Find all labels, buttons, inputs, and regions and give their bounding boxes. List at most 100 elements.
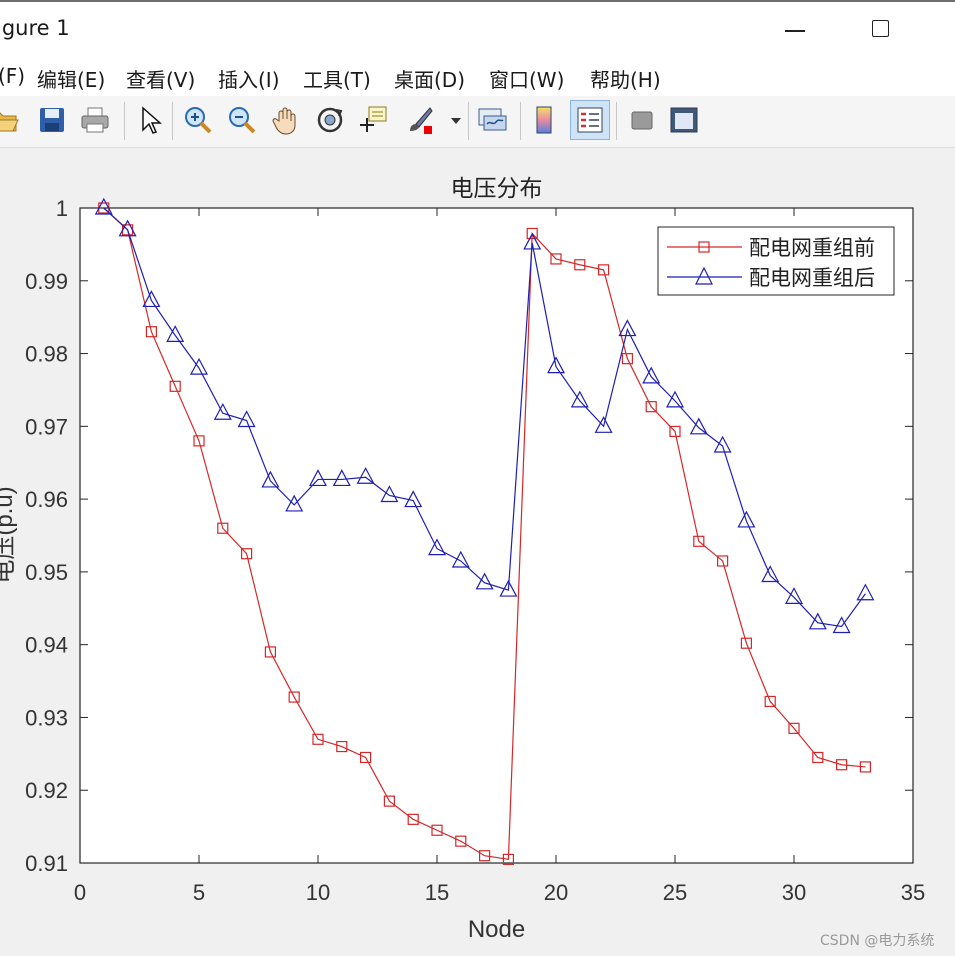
data-cursor-icon[interactable]: [358, 104, 390, 136]
y-tick-label: 0.97: [25, 414, 68, 439]
menu-insert[interactable]: 插入(I): [218, 68, 280, 92]
data-point-triangle: [380, 485, 399, 503]
zoom-out-icon[interactable]: [226, 104, 258, 136]
series-layer: [94, 197, 875, 865]
data-point-triangle: [618, 319, 637, 337]
data-point-triangle: [451, 550, 470, 568]
legend-marker-triangle: [695, 266, 713, 285]
data-point-triangle: [190, 357, 208, 375]
data-point-square: [455, 835, 467, 847]
data-point-triangle: [737, 510, 756, 528]
axes-box: [79, 207, 914, 864]
y-axis-label: 电压(p.u): [0, 486, 18, 583]
data-point-square: [502, 853, 514, 865]
menu-view[interactable]: 查看(V): [126, 68, 196, 92]
x-tick-label: 0: [74, 880, 86, 905]
data-point-triangle: [261, 470, 280, 488]
menu-file[interactable]: (F): [0, 64, 26, 88]
legend-marker-square: [698, 241, 710, 253]
menu-bar: (F) 编辑(E) 查看(V) 插入(I) 工具(T) 桌面(D) 窗口(W) …: [0, 56, 955, 96]
title-bar: igure 1: [0, 0, 955, 56]
data-point-triangle: [142, 290, 161, 308]
hide-plot-tools-icon[interactable]: [626, 104, 658, 136]
data-point-square: [193, 435, 205, 447]
data-point-triangle: [689, 417, 708, 435]
show-plot-tools-icon[interactable]: [668, 104, 700, 136]
data-point-square: [241, 548, 253, 560]
data-point-square: [788, 722, 800, 734]
menu-window[interactable]: 窗口(W): [489, 68, 565, 92]
toolbar-separator: [616, 102, 617, 140]
data-point-square: [574, 259, 586, 271]
x-tick-label: 5: [193, 880, 205, 905]
data-point-triangle: [213, 402, 232, 420]
watermark: CSDN @电力系统: [820, 933, 935, 949]
brush-icon[interactable]: [404, 104, 436, 136]
data-point-square: [360, 751, 372, 764]
save-icon[interactable]: [36, 104, 68, 136]
series-before: [98, 202, 872, 865]
x-tick-label: 25: [663, 880, 687, 905]
minimize-icon[interactable]: [772, 10, 818, 50]
data-point-triangle: [118, 219, 137, 237]
x-axis-label: Node: [468, 916, 525, 938]
y-tick-label: 0.96: [25, 487, 68, 512]
zoom-in-icon[interactable]: [182, 104, 214, 136]
toolbar-separator: [172, 102, 173, 140]
data-point-square: [597, 264, 610, 276]
x-tick-label: 15: [425, 880, 449, 905]
legend-label-after: 配电网重组后: [749, 266, 875, 290]
y-tick-label: 0.94: [25, 633, 68, 658]
data-point-triangle: [832, 616, 851, 634]
data-point-square: [669, 425, 681, 438]
maximize-icon[interactable]: [858, 10, 904, 50]
data-point-square: [716, 555, 729, 567]
chart-title: 电压分布: [451, 176, 543, 202]
y-tick-label: 0.92: [25, 778, 68, 803]
data-point-square: [431, 824, 443, 836]
data-point-square: [217, 522, 229, 534]
data-point-triangle: [237, 410, 256, 428]
data-point-triangle: [332, 469, 351, 487]
dropdown-arrow-icon[interactable]: [448, 104, 464, 136]
data-point-triangle: [761, 565, 780, 583]
legend-icon[interactable]: [570, 100, 610, 140]
menu-tools[interactable]: 工具(T): [303, 68, 371, 92]
data-point-triangle: [285, 494, 304, 512]
data-point-square: [526, 227, 538, 240]
series-line: [103, 207, 866, 628]
rotate-3d-icon[interactable]: [314, 104, 346, 136]
y-tick-label: 1: [56, 196, 68, 221]
data-point-triangle: [642, 366, 661, 384]
menu-help[interactable]: 帮助(H): [590, 68, 661, 92]
data-point-square: [764, 695, 776, 708]
link-plot-icon[interactable]: [476, 104, 508, 136]
data-point-triangle: [523, 232, 542, 250]
x-tick-label: 20: [544, 880, 568, 905]
series-after: [94, 197, 875, 634]
menu-desktop[interactable]: 桌面(D): [394, 68, 466, 92]
data-point-square: [383, 795, 395, 807]
legend[interactable]: 配电网重组前 配电网重组后: [657, 226, 895, 296]
data-point-triangle: [309, 469, 327, 487]
data-point-square: [479, 850, 491, 862]
y-tick-label: 0.91: [25, 851, 68, 876]
data-point-square: [835, 759, 848, 771]
colorbar-icon[interactable]: [528, 104, 560, 136]
data-point-square: [740, 637, 753, 649]
data-point-triangle: [570, 390, 589, 408]
toolbar: [0, 96, 955, 148]
data-point-square: [693, 535, 705, 547]
data-point-triangle: [356, 467, 375, 484]
open-folder-icon[interactable]: [0, 104, 20, 136]
pointer-icon[interactable]: [134, 104, 166, 136]
y-tick-label: 0.98: [25, 342, 68, 367]
data-point-triangle: [666, 390, 684, 408]
pan-hand-icon[interactable]: [270, 104, 302, 136]
y-tick-label: 0.93: [25, 705, 68, 730]
toolbar-separator: [124, 102, 125, 140]
window-title: igure 1: [0, 16, 70, 40]
menu-edit[interactable]: 编辑(E): [37, 68, 106, 92]
x-tick-label: 10: [306, 880, 330, 905]
print-icon[interactable]: [79, 104, 111, 136]
